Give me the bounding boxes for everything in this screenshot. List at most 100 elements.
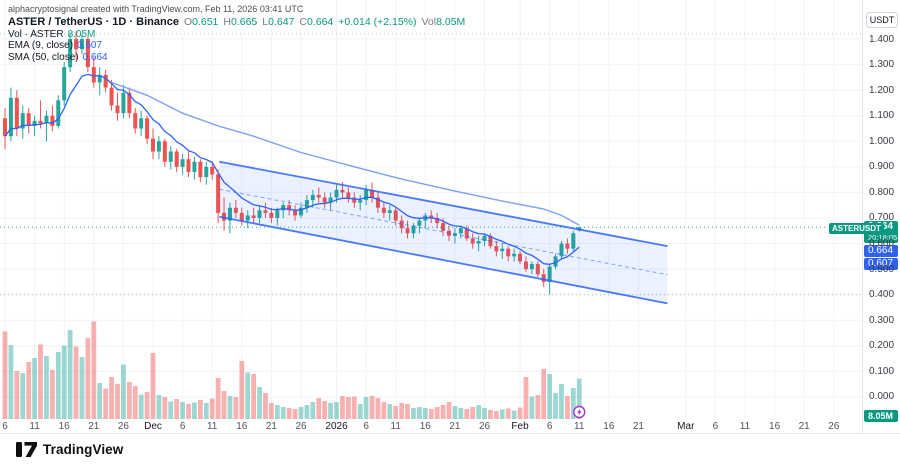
- candle-body: [233, 207, 238, 213]
- candle-body: [32, 120, 37, 126]
- volume-bar: [428, 409, 434, 419]
- volume-bar: [109, 377, 114, 419]
- channel-top-line[interactable]: [219, 160, 668, 248]
- volume-bar: [115, 384, 120, 419]
- candlestick-chart-canvas[interactable]: [0, 0, 862, 419]
- legend-symbol-row[interactable]: ASTER / TetherUS · 1D · Binance O0.651 H0.…: [8, 15, 465, 28]
- currency-toggle-button[interactable]: USDT: [866, 12, 898, 28]
- price-axis[interactable]: USDT 0.664 20:18:05 0.664 0.607 8.05M 1.…: [862, 0, 900, 433]
- candle-body: [293, 210, 298, 216]
- time-axis[interactable]: 6 11 16 21 26 Dec 6 11 16 21 26 2026 6 11 16 21 26 Feb 6 11…: [0, 419, 862, 433]
- candle-body: [198, 161, 203, 178]
- channel-bottom-line[interactable]: [219, 215, 668, 305]
- volume-bar: [168, 401, 174, 419]
- candle-body: [458, 228, 463, 234]
- candle-body: [417, 220, 422, 226]
- volume-bar: [316, 398, 322, 419]
- volume-bar: [257, 387, 262, 419]
- volume-bar: [369, 396, 375, 419]
- volume-bar: [73, 346, 79, 419]
- time-axis-label: 16: [419, 421, 431, 432]
- volume-bar: [517, 407, 523, 419]
- volume-bar: [488, 410, 493, 419]
- channel-mid-line: [219, 188, 668, 276]
- ema-value-badge: 0.607: [864, 258, 898, 270]
- candle-body: [287, 205, 292, 211]
- symbol-price-label-badge: ASTERUSDT: [829, 222, 884, 234]
- candle-body: [79, 39, 84, 50]
- price-axis-label: 1.200: [869, 84, 895, 96]
- time-axis-label: 26: [117, 421, 129, 432]
- volume-bar: [150, 353, 156, 419]
- candle-body: [121, 92, 126, 114]
- chart-legend: ASTER / TetherUS · 1D · Binance O0.651 H0.…: [8, 15, 465, 63]
- candle-body: [334, 189, 339, 198]
- volume-bar: [156, 395, 162, 419]
- candle-body: [346, 192, 351, 198]
- candle-body: [269, 212, 274, 218]
- candle-body: [115, 105, 120, 114]
- channel-fill: [219, 161, 668, 304]
- time-axis-month-label: Feb: [511, 421, 529, 432]
- candle-body: [239, 212, 244, 221]
- volume-bar: [565, 396, 570, 419]
- candle-body: [192, 161, 197, 172]
- candle-body: [411, 225, 416, 234]
- candle-body: [91, 67, 96, 83]
- watermark-text: alphacryptosignal created with TradingVi…: [8, 4, 304, 14]
- candle-body: [245, 215, 250, 221]
- high-label: H: [223, 16, 231, 28]
- candle-body: [139, 118, 144, 129]
- time-axis-label: 21: [88, 421, 100, 432]
- volume-bar: [49, 370, 55, 419]
- volume-bar: [387, 404, 393, 419]
- legend-volume-row[interactable]: Vol · ASTER 8.05M: [8, 27, 465, 40]
- sma-indicator-value: 0.664: [82, 51, 108, 63]
- time-axis-label: 21: [449, 421, 461, 432]
- candle-body: [547, 266, 552, 282]
- candle-body: [304, 200, 309, 208]
- volume-bar: [8, 345, 14, 419]
- legend-sma-row[interactable]: SMA (50, close) 0.664: [8, 50, 465, 63]
- open-value: 0.651: [192, 16, 219, 28]
- candle-body: [168, 151, 173, 162]
- volume-bar: [505, 408, 511, 419]
- volume-bar: [215, 378, 221, 419]
- sma50-line: [111, 81, 580, 226]
- candle-body: [162, 141, 167, 162]
- time-axis-label: 21: [265, 421, 277, 432]
- price-axis-label: 0.500: [869, 263, 895, 275]
- candle-body: [74, 39, 79, 50]
- legend-ema-row[interactable]: EMA (9, close) 0.607: [8, 38, 465, 51]
- volume-bar: [310, 402, 316, 419]
- candle-body: [340, 189, 345, 193]
- candle-body: [358, 200, 363, 203]
- price-axis-label: 0.600: [869, 238, 895, 250]
- chart-plot-area[interactable]: [0, 0, 862, 419]
- symbol-title[interactable]: ASTER / TetherUS · 1D · Binance: [8, 16, 179, 28]
- candle-body: [464, 228, 469, 239]
- price-axis-label: 1.100: [869, 110, 895, 122]
- ema9-line: [4, 73, 580, 265]
- price-axis-label: 0.100: [869, 365, 895, 377]
- volume-bar: [32, 358, 37, 419]
- price-axis-label: 0.200: [869, 340, 895, 352]
- volume-bar: [511, 410, 517, 419]
- volume-bar: [298, 407, 304, 419]
- tradingview-logo[interactable]: TradingView: [16, 442, 123, 457]
- volume-bar: [20, 373, 26, 419]
- volume-bar: [280, 407, 286, 419]
- volume-bar: [26, 362, 32, 419]
- volume-bar: [576, 378, 582, 419]
- price-axis-label: 0.400: [869, 289, 895, 301]
- volume-bar: [263, 393, 268, 419]
- time-axis-label: 6: [363, 421, 369, 432]
- volume-bar: [553, 393, 558, 419]
- ema-indicator-label: EMA (9, close): [8, 40, 74, 51]
- ema-indicator-value: 0.607: [77, 40, 103, 51]
- volume-bar: [97, 383, 103, 419]
- time-axis-label: 11: [206, 421, 218, 432]
- candle-body: [251, 215, 256, 218]
- volume-bar: [55, 352, 61, 419]
- tradingview-logo-text: TradingView: [43, 442, 124, 457]
